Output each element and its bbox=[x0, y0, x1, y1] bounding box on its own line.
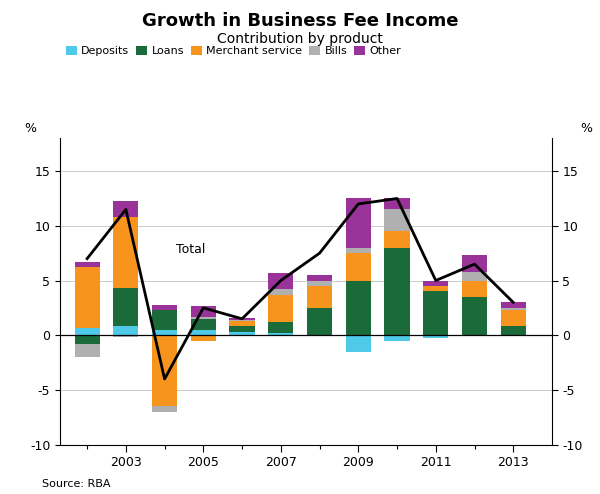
Bar bbox=[113, 217, 139, 288]
Bar bbox=[346, 335, 371, 352]
Bar bbox=[74, 335, 100, 344]
Legend: Deposits, Loans, Merchant service, Bills, Other: Deposits, Loans, Merchant service, Bills… bbox=[65, 46, 401, 56]
Bar bbox=[307, 286, 332, 308]
Bar bbox=[74, 262, 100, 267]
Text: Source: RBA: Source: RBA bbox=[42, 479, 110, 489]
Bar bbox=[113, 201, 139, 217]
Bar bbox=[423, 286, 448, 291]
Bar bbox=[385, 247, 410, 335]
Bar bbox=[191, 330, 216, 335]
Bar bbox=[229, 327, 254, 332]
Bar bbox=[152, 335, 177, 406]
Bar bbox=[500, 310, 526, 327]
Bar bbox=[385, 209, 410, 231]
Bar bbox=[268, 333, 293, 335]
Bar bbox=[152, 310, 177, 330]
Bar bbox=[462, 297, 487, 335]
Bar bbox=[152, 330, 177, 335]
Bar bbox=[423, 335, 448, 338]
Bar bbox=[346, 253, 371, 281]
Text: Contribution by product: Contribution by product bbox=[217, 32, 383, 46]
Bar bbox=[500, 335, 526, 336]
Bar bbox=[229, 320, 254, 321]
Bar bbox=[74, 344, 100, 357]
Bar bbox=[74, 267, 100, 328]
Bar bbox=[385, 199, 410, 209]
Bar bbox=[385, 335, 410, 341]
Bar bbox=[191, 306, 216, 317]
Bar bbox=[152, 305, 177, 310]
Text: Total: Total bbox=[176, 243, 206, 256]
Bar bbox=[74, 328, 100, 335]
Bar bbox=[346, 199, 371, 247]
Bar bbox=[500, 302, 526, 308]
Bar bbox=[268, 322, 293, 333]
Bar bbox=[346, 281, 371, 335]
Bar bbox=[462, 335, 487, 336]
Bar bbox=[307, 281, 332, 286]
Bar bbox=[462, 255, 487, 272]
Bar bbox=[268, 273, 293, 289]
Bar bbox=[113, 288, 139, 327]
Bar bbox=[191, 317, 216, 319]
Bar bbox=[268, 289, 293, 295]
Bar bbox=[423, 291, 448, 335]
Bar bbox=[500, 327, 526, 335]
Bar bbox=[229, 321, 254, 327]
Bar bbox=[500, 308, 526, 310]
Bar bbox=[191, 319, 216, 330]
Bar bbox=[152, 406, 177, 412]
Bar bbox=[307, 308, 332, 335]
Bar bbox=[229, 332, 254, 335]
Bar bbox=[229, 318, 254, 320]
Y-axis label: %: % bbox=[25, 122, 37, 135]
Bar bbox=[113, 327, 139, 335]
Bar bbox=[423, 281, 448, 286]
Text: Growth in Business Fee Income: Growth in Business Fee Income bbox=[142, 12, 458, 30]
Bar bbox=[191, 335, 216, 341]
Bar bbox=[307, 275, 332, 281]
Bar bbox=[113, 335, 139, 337]
Bar bbox=[462, 281, 487, 297]
Bar bbox=[462, 272, 487, 281]
Bar bbox=[346, 247, 371, 253]
Y-axis label: %: % bbox=[580, 122, 592, 135]
Bar bbox=[385, 231, 410, 247]
Bar bbox=[268, 295, 293, 322]
